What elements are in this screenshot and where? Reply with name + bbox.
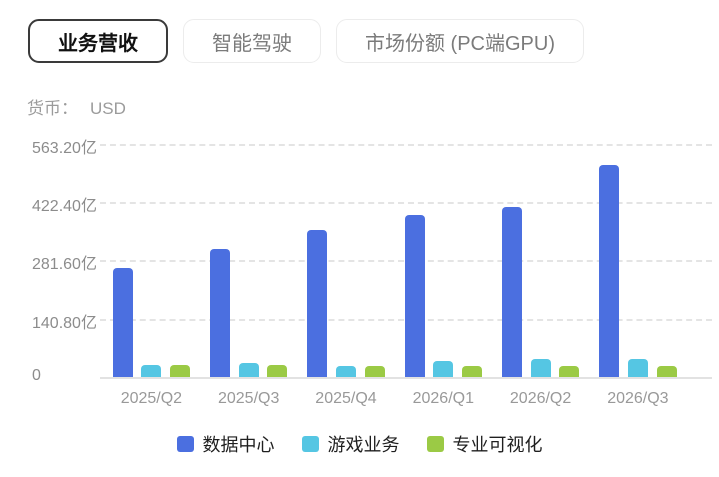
- tab-bar: 业务营收 智能驾驶 市场份额 (PC端GPU): [28, 19, 584, 63]
- bar-data-center-2026-q1[interactable]: [404, 215, 425, 377]
- y-axis-tick-label: 563.20亿: [32, 139, 97, 157]
- pro-viz-legend-swatch-icon: [426, 436, 444, 452]
- x-axis-label: 2025/Q2: [120, 390, 183, 407]
- legend-label: 数据中心: [202, 435, 275, 455]
- data-center-legend-swatch-icon: [176, 436, 194, 452]
- bar-pro-viz-2025-q4[interactable]: [364, 366, 385, 377]
- y-axis-tick-label: 281.60亿: [32, 256, 97, 274]
- y-axis-tick-label: 140.80亿: [32, 314, 97, 332]
- legend-label: 专业可视化: [452, 435, 543, 455]
- tab-business-revenue[interactable]: 业务营收: [28, 19, 168, 63]
- bar-gaming-2025-q4[interactable]: [336, 366, 356, 377]
- bar-pro-viz-2025-q2[interactable]: [170, 365, 191, 377]
- bar-pro-viz-2026-q2[interactable]: [559, 365, 580, 377]
- bar-gaming-2026-q1[interactable]: [433, 361, 454, 377]
- currency-value: USD: [90, 99, 126, 118]
- gridline: [100, 202, 712, 205]
- bar-pro-viz-2026-q3[interactable]: [656, 365, 677, 377]
- bar-pro-viz-2026-q1[interactable]: [462, 366, 482, 377]
- gaming-legend-swatch-icon: [301, 436, 319, 452]
- bar-data-center-2025-q3[interactable]: [210, 249, 230, 377]
- bar-data-center-2025-q4[interactable]: [307, 229, 328, 377]
- bar-gaming-2025-q3[interactable]: [238, 363, 259, 377]
- bar-data-center-2025-q2[interactable]: [112, 268, 133, 377]
- legend-item-data-center[interactable]: 数据中心: [176, 431, 275, 457]
- x-axis-label: 2025/Q3: [217, 390, 280, 407]
- y-axis-tick-label: 0: [32, 367, 41, 384]
- x-axis-label: 2026/Q3: [607, 390, 669, 407]
- x-axis-label: 2026/Q1: [412, 390, 474, 407]
- x-axis-label: 2025/Q4: [315, 390, 377, 407]
- tab-market-share-pc-gpu[interactable]: 市场份额 (PC端GPU): [336, 19, 584, 63]
- gridline: [100, 143, 712, 146]
- bar-gaming-2026-q3[interactable]: [627, 359, 648, 377]
- chart-legend: 数据中心 游戏业务 专业可视化: [0, 431, 719, 457]
- x-axis-label: 2026/Q2: [509, 390, 572, 407]
- currency-line: 货币： USD: [27, 94, 126, 119]
- currency-label: 货币：: [27, 99, 78, 118]
- bar-pro-viz-2025-q3[interactable]: [267, 365, 288, 377]
- bar-gaming-2025-q2[interactable]: [141, 364, 162, 377]
- bar-data-center-2026-q2[interactable]: [501, 206, 522, 377]
- y-axis-tick-label: 422.40亿: [32, 198, 97, 216]
- legend-item-pro-viz[interactable]: 专业可视化: [426, 431, 543, 457]
- bar-data-center-2026-q3[interactable]: [599, 165, 620, 377]
- tab-smart-driving[interactable]: 智能驾驶: [183, 19, 321, 63]
- legend-label: 游戏业务: [327, 435, 400, 455]
- bar-gaming-2026-q2[interactable]: [530, 359, 551, 377]
- legend-item-gaming[interactable]: 游戏业务: [301, 431, 400, 457]
- chart-region: 563.20亿 422.40亿 281.60亿 140.80亿 0 2025/Q2 2025…: [0, 130, 719, 460]
- x-axis-line: [100, 377, 712, 379]
